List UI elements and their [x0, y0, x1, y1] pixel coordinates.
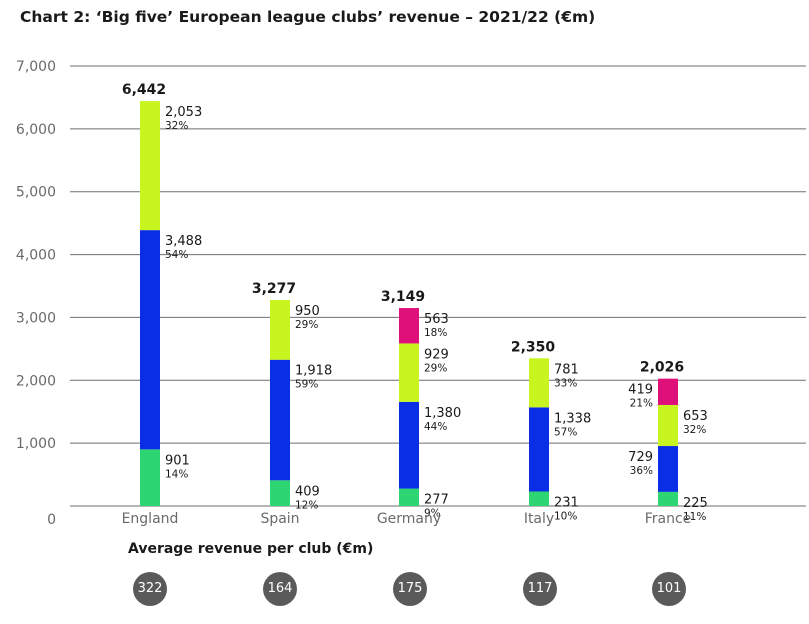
y-tick-label-5000: 5,000 [16, 185, 56, 201]
pct-label-italy-2: 33% [554, 377, 577, 389]
bar-segment-england-2 [140, 101, 160, 231]
bar-segment-italy-1 [529, 407, 549, 492]
average-revenue-badge-england: 322 [133, 572, 167, 606]
y-tick-label-3000: 3,000 [16, 310, 56, 326]
data-label-italy-2: 781 [554, 362, 579, 377]
total-label-england: 6,442 [122, 82, 166, 98]
average-revenue-title: Average revenue per club (€m) [128, 541, 374, 557]
data-label-spain-2: 950 [295, 304, 320, 319]
data-label-germany-0: 277 [424, 493, 449, 508]
bar-segment-italy-0 [529, 491, 549, 506]
data-label-germany-1: 1,380 [424, 406, 461, 421]
y-tick-label-0: 0 [47, 512, 56, 528]
bar-segment-germany-3 [399, 308, 419, 344]
x-tick-label-italy: Italy [524, 511, 554, 527]
bar-segment-france-3 [658, 378, 678, 405]
y-tick-label-2000: 2,000 [16, 373, 56, 389]
bar-segment-france-1 [658, 446, 678, 492]
total-label-germany: 3,149 [381, 289, 425, 305]
bar-segment-england-0 [140, 449, 160, 506]
x-tick-label-spain: Spain [260, 511, 299, 527]
data-label-italy-1: 1,338 [554, 411, 591, 426]
data-label-germany-2: 929 [424, 347, 449, 362]
data-label-france-3: 419 [628, 383, 653, 398]
bar-segment-germany-0 [399, 488, 419, 506]
pct-label-germany-0: 9% [424, 508, 441, 520]
pct-label-germany-1: 44% [424, 421, 447, 433]
stacked-bar-chart: 01,0002,0003,0004,0005,0006,0007,0009011… [16, 59, 806, 528]
pct-label-england-2: 32% [165, 120, 188, 132]
bar-segment-france-2 [658, 404, 678, 447]
data-label-france-0: 225 [683, 496, 708, 511]
y-tick-label-1000: 1,000 [16, 436, 56, 452]
pct-label-england-0: 14% [165, 468, 188, 480]
pct-label-france-3: 21% [630, 398, 653, 410]
pct-label-italy-1: 57% [554, 426, 577, 438]
total-label-italy: 2,350 [511, 339, 556, 355]
total-label-spain: 3,277 [252, 281, 296, 297]
chart-title: Chart 2: ‘Big five’ European league club… [20, 8, 596, 26]
pct-label-spain-1: 59% [295, 379, 318, 391]
average-revenue-badge-spain: 164 [263, 572, 297, 606]
data-label-spain-0: 409 [295, 484, 320, 499]
bar-segment-spain-2 [270, 300, 290, 360]
data-label-france-2: 653 [683, 409, 708, 424]
average-revenue-badge-italy: 117 [523, 572, 557, 606]
average-revenue-badge-germany: 175 [393, 572, 427, 606]
y-tick-label-6000: 6,000 [16, 122, 56, 138]
data-label-italy-0: 231 [554, 495, 579, 510]
pct-label-germany-2: 29% [424, 362, 447, 374]
total-label-france: 2,026 [640, 360, 684, 376]
pct-label-england-1: 54% [165, 249, 188, 261]
y-tick-label-4000: 4,000 [16, 248, 56, 264]
pct-label-germany-3: 18% [424, 327, 447, 339]
data-label-england-2: 2,053 [165, 105, 202, 120]
data-label-england-0: 901 [165, 453, 190, 468]
x-tick-label-france: France [645, 511, 692, 527]
bar-segment-germany-2 [399, 343, 419, 402]
data-label-spain-1: 1,918 [295, 364, 332, 379]
bar-segment-italy-2 [529, 358, 549, 408]
bar-segment-spain-0 [270, 480, 290, 506]
average-revenue-badge-france: 101 [652, 572, 686, 606]
y-tick-label-7000: 7,000 [16, 59, 56, 75]
bar-segment-spain-1 [270, 359, 290, 481]
pct-label-spain-2: 29% [295, 319, 318, 331]
x-tick-label-england: England [122, 511, 179, 527]
bar-segment-germany-1 [399, 401, 419, 489]
data-label-england-1: 3,488 [165, 234, 202, 249]
bar-segment-england-1 [140, 230, 160, 450]
data-label-france-1: 729 [628, 450, 653, 465]
data-label-germany-3: 563 [424, 312, 449, 327]
pct-label-france-2: 32% [683, 424, 706, 436]
x-tick-label-germany: Germany [377, 511, 441, 527]
pct-label-france-0: 11% [683, 511, 706, 523]
bar-segment-france-0 [658, 491, 678, 506]
pct-label-spain-0: 12% [295, 499, 318, 511]
pct-label-france-1: 36% [630, 465, 653, 477]
pct-label-italy-0: 10% [554, 510, 577, 522]
